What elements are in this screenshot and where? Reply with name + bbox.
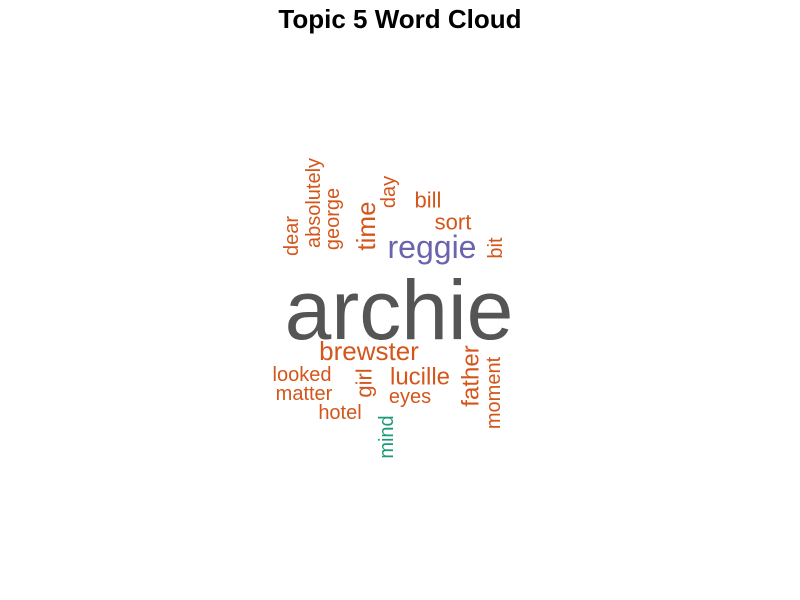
word-lucille: lucille — [390, 364, 450, 391]
word-looked: looked — [273, 364, 332, 386]
word-archie: archie — [285, 263, 514, 357]
word-sort: sort — [435, 210, 472, 235]
word-bit: bit — [485, 237, 507, 259]
word-time: time — [351, 201, 381, 250]
word-george: george — [322, 188, 344, 250]
word-moment: moment — [483, 356, 505, 429]
word-reggie: reggie — [388, 229, 477, 265]
word-eyes: eyes — [389, 386, 431, 408]
word-day: day — [378, 176, 400, 208]
word-girl: girl — [352, 368, 377, 397]
word-absolutely: absolutely — [303, 158, 325, 248]
word-dear: dear — [281, 216, 303, 256]
word-father: father — [458, 345, 485, 406]
word-hotel: hotel — [318, 402, 361, 424]
word-brewster: brewster — [319, 336, 419, 366]
chart-title: Topic 5 Word Cloud — [278, 4, 522, 34]
word-mind: mind — [376, 415, 398, 458]
word-matter: matter — [276, 383, 333, 405]
word-bill: bill — [415, 188, 442, 213]
